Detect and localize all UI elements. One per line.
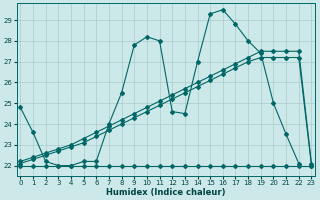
X-axis label: Humidex (Indice chaleur): Humidex (Indice chaleur) (106, 188, 226, 197)
